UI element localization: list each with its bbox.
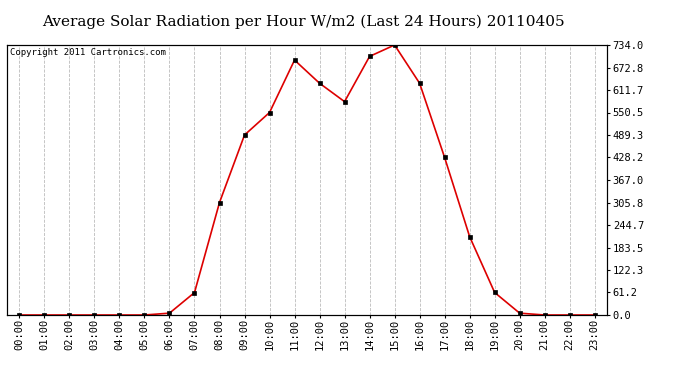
Text: Average Solar Radiation per Hour W/m2 (Last 24 Hours) 20110405: Average Solar Radiation per Hour W/m2 (L… <box>42 15 565 29</box>
Text: Copyright 2011 Cartronics.com: Copyright 2011 Cartronics.com <box>10 48 166 57</box>
